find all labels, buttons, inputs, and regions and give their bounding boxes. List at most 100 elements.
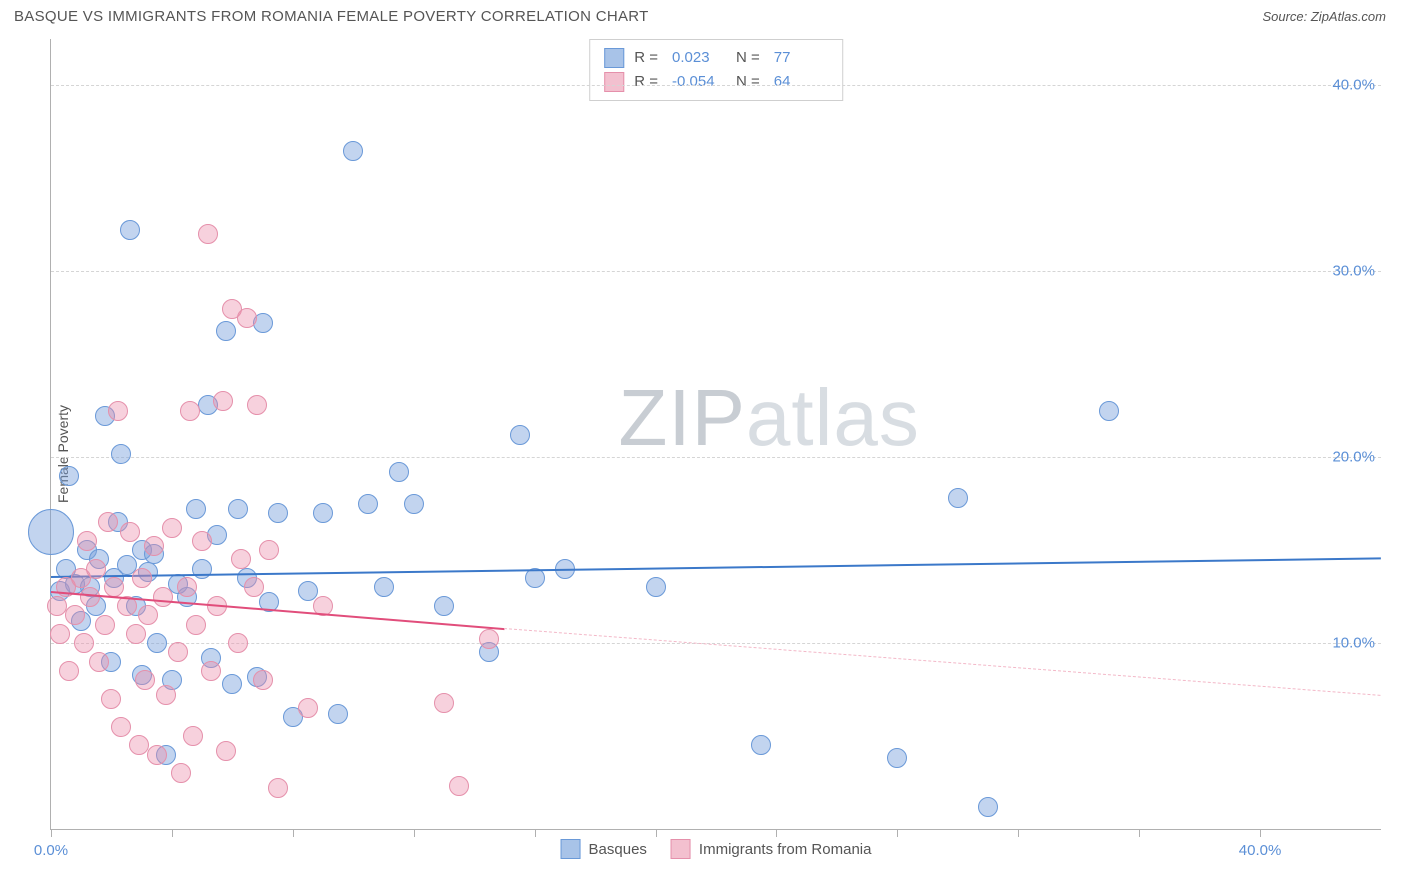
gridline [51,85,1381,86]
watermark: ZIPatlas [618,372,919,464]
data-point [86,559,106,579]
data-point [216,321,236,341]
data-point [186,499,206,519]
data-point [231,549,251,569]
data-point [186,615,206,635]
data-point [138,605,158,625]
x-tick-label: 0.0% [34,842,68,859]
data-point [268,778,288,798]
data-point [104,577,124,597]
data-point [259,540,279,560]
data-point [389,462,409,482]
data-point [751,735,771,755]
x-tick-label: 40.0% [1239,842,1282,859]
chart-container: Female Poverty ZIPatlas R = 0.023 N = 77… [0,29,1406,879]
data-point [168,642,188,662]
data-point [147,745,167,765]
data-point [101,689,121,709]
y-tick-label: 40.0% [1332,77,1375,94]
data-point [77,531,97,551]
y-tick-label: 30.0% [1332,263,1375,280]
chart-header: BASQUE VS IMMIGRANTS FROM ROMANIA FEMALE… [0,0,1406,29]
data-point [216,741,236,761]
data-point [978,797,998,817]
swatch-basques-icon [561,839,581,859]
y-tick-label: 10.0% [1332,635,1375,652]
data-point [108,401,128,421]
data-point [192,531,212,551]
data-point [132,568,152,588]
legend-label-romania: Immigrants from Romania [699,841,872,858]
data-point [95,615,115,635]
x-tick [1139,829,1140,837]
data-point [374,577,394,597]
data-point [120,522,140,542]
trend-line [504,628,1381,696]
data-point [50,624,70,644]
data-point [358,494,378,514]
swatch-basques [604,48,624,68]
data-point [268,503,288,523]
r-value-basques: 0.023 [672,46,722,70]
data-point [213,391,233,411]
data-point [171,763,191,783]
legend-item-basques: Basques [561,839,647,859]
legend-series: Basques Immigrants from Romania [561,839,872,859]
legend-row-basques: R = 0.023 N = 77 [604,46,828,70]
y-tick-label: 20.0% [1332,449,1375,466]
data-point [129,735,149,755]
x-tick [897,829,898,837]
source-link[interactable]: ZipAtlas.com [1311,9,1386,24]
r-label: R = [634,46,658,70]
x-tick [656,829,657,837]
gridline [51,457,1381,458]
data-point [228,499,248,519]
data-point [1099,401,1119,421]
data-point [479,629,499,649]
data-point [328,704,348,724]
data-point [120,220,140,240]
data-point [111,444,131,464]
data-point [183,726,203,746]
data-point [98,512,118,532]
data-point [59,466,79,486]
n-value-romania: 64 [774,70,824,94]
data-point [135,670,155,690]
source-prefix: Source: [1262,9,1310,24]
data-point [177,577,197,597]
n-label: N = [736,70,760,94]
n-label: N = [736,46,760,70]
r-label: R = [634,70,658,94]
data-point [144,536,164,556]
data-point [65,605,85,625]
x-tick [172,829,173,837]
data-point [247,395,267,415]
n-value-basques: 77 [774,46,824,70]
data-point [313,503,333,523]
data-point [244,577,264,597]
x-tick [1260,829,1261,837]
data-point [126,624,146,644]
data-point [28,509,74,555]
data-point [74,633,94,653]
data-point [111,717,131,737]
data-point [298,698,318,718]
swatch-romania [604,72,624,92]
x-tick [535,829,536,837]
data-point [156,685,176,705]
data-point [162,518,182,538]
legend-correlation: R = 0.023 N = 77 R = -0.054 N = 64 [589,39,843,101]
watermark-part2: atlas [746,373,920,462]
data-point [228,633,248,653]
data-point [253,670,273,690]
x-tick [414,829,415,837]
legend-label-basques: Basques [589,841,647,858]
swatch-romania-icon [671,839,691,859]
data-point [153,587,173,607]
legend-row-romania: R = -0.054 N = 64 [604,70,828,94]
data-point [89,652,109,672]
chart-source: Source: ZipAtlas.com [1262,9,1386,24]
data-point [434,596,454,616]
r-value-romania: -0.054 [672,70,722,94]
data-point [180,401,200,421]
